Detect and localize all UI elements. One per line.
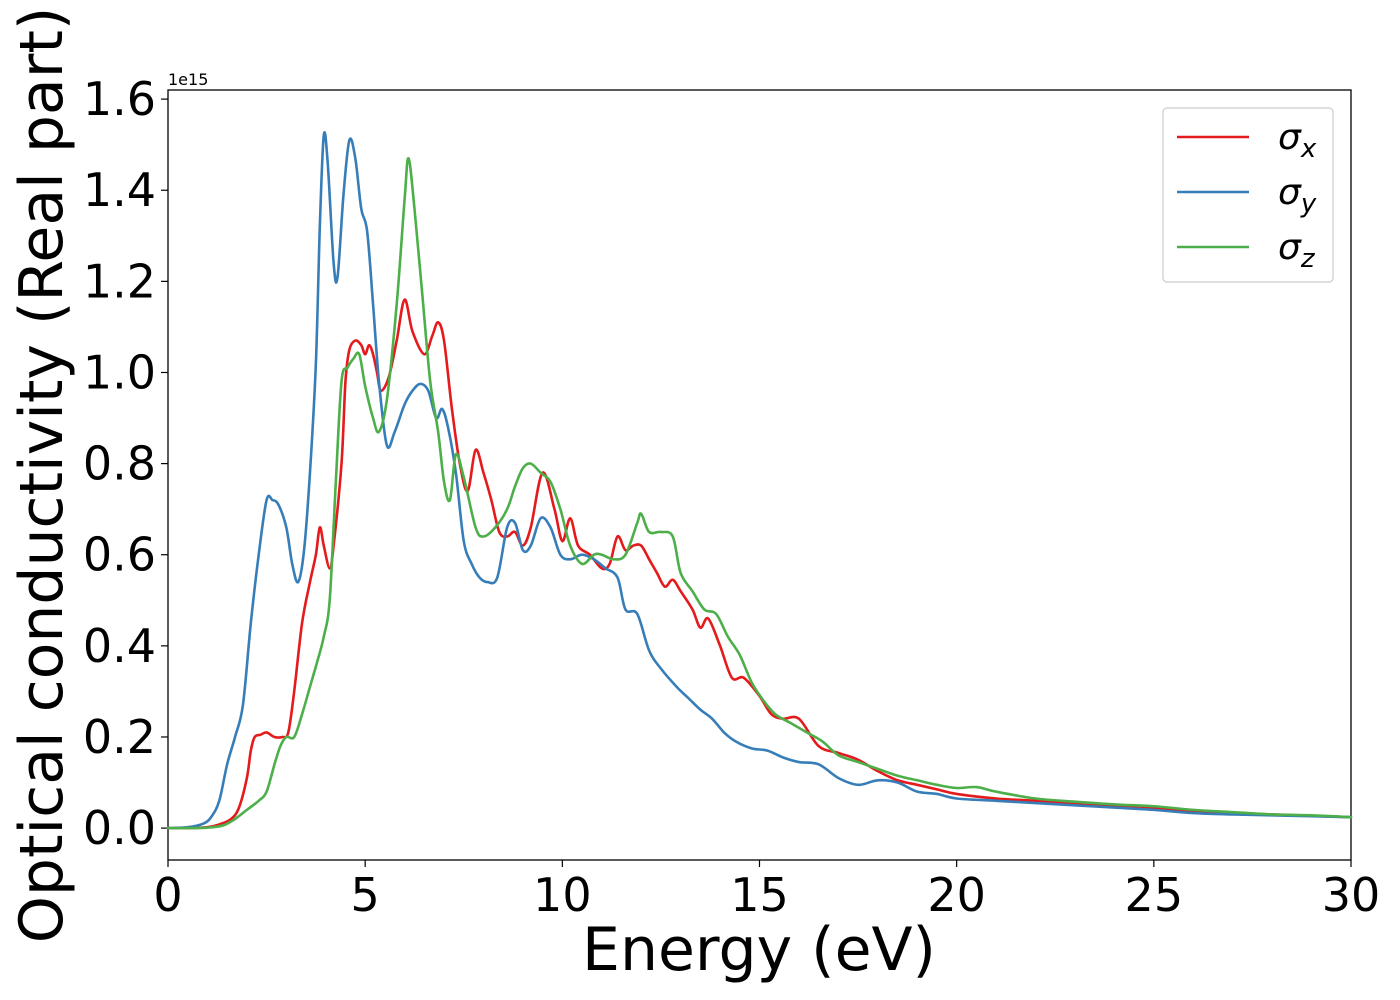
plot-area: 0 5 10 15 20 25 30 0.0 0.2 0.4 0.6 0.8 1.0 1.2 1.4 1.6 <box>83 72 1380 922</box>
x-tick-label: 15 <box>730 868 789 922</box>
x-axis-title: Energy (eV) <box>582 915 936 985</box>
legend-label-x: σx <box>1278 117 1317 164</box>
series-line-z <box>166 157 1353 830</box>
series-lines <box>166 131 1353 830</box>
y-tick-label: 0.6 <box>83 528 156 582</box>
legend: σx σy σz <box>1162 107 1334 283</box>
y-tick-label: 1.0 <box>83 345 156 399</box>
y-axis-ticks: 0.0 0.2 0.4 0.6 0.8 1.0 1.2 1.4 1.6 <box>83 72 168 855</box>
x-tick-label: 10 <box>533 868 592 922</box>
legend-label-z: σz <box>1278 227 1316 274</box>
legend-box <box>1162 107 1334 283</box>
x-tick-label: 25 <box>1125 868 1184 922</box>
y-offset-text: 1e15 <box>168 70 208 89</box>
y-tick-label: 0.0 <box>83 801 156 855</box>
y-axis-title: Optical conductivity (Real part) <box>7 7 77 944</box>
y-tick-label: 0.8 <box>83 437 156 491</box>
y-tick-label: 0.4 <box>83 619 156 673</box>
y-tick-label: 0.2 <box>83 710 156 764</box>
series-line-x <box>166 298 1353 830</box>
x-tick-label: 20 <box>927 868 986 922</box>
x-tick-label: 0 <box>153 868 182 922</box>
x-axis-ticks: 0 5 10 15 20 25 30 <box>153 860 1380 922</box>
y-tick-label: 1.2 <box>83 254 156 308</box>
series-line-y <box>166 131 1353 830</box>
legend-label-y: σy <box>1278 172 1317 219</box>
y-tick-label: 1.6 <box>83 72 156 126</box>
x-tick-label: 30 <box>1322 868 1381 922</box>
x-tick-label: 5 <box>351 868 380 922</box>
y-tick-label: 1.4 <box>83 163 156 217</box>
